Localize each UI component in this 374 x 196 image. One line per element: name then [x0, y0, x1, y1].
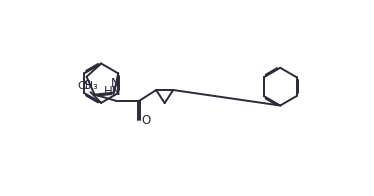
Text: N: N	[111, 77, 120, 90]
Text: O: O	[141, 113, 150, 127]
Text: S: S	[83, 79, 90, 92]
Text: CH₃: CH₃	[78, 81, 99, 91]
Text: HN: HN	[104, 85, 122, 98]
